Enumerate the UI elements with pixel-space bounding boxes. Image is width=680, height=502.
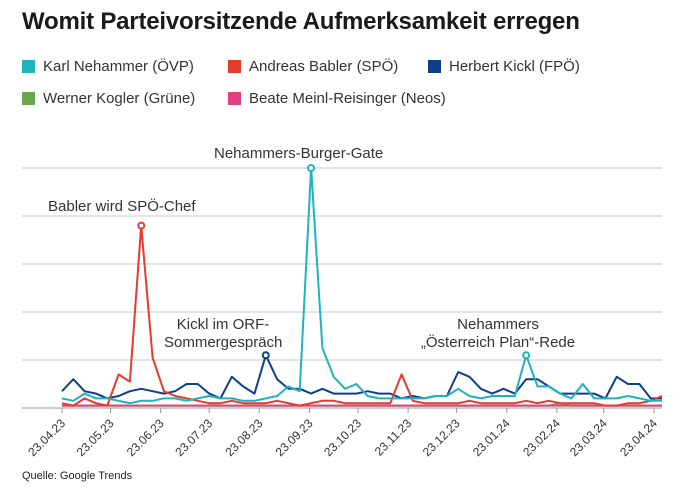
legend-item-kogler: Werner Kogler (Grüne) <box>22 90 195 107</box>
x-tick-label: 23.12.23 <box>420 416 463 459</box>
legend-swatch-nehammer <box>22 60 35 73</box>
legend-item-babler: Andreas Babler (SPÖ) <box>228 58 398 75</box>
annotation-kickl-line-2: Sommergespräch <box>164 334 283 351</box>
annotation-kickl-line-1: Kickl im ORF- <box>176 316 270 333</box>
annotation-babler-line-1: Babler wird SPÖ-Chef <box>48 198 196 215</box>
chart-title: Womit Parteivorsitzende Aufmerksamkeit e… <box>22 8 580 35</box>
annotation-babler-spoe-chef: Babler wird SPÖ-Chef <box>48 198 196 216</box>
legend-label-babler: Andreas Babler (SPÖ) <box>249 58 399 75</box>
legend-label-kickl: Herbert Kickl (FPÖ) <box>449 58 580 75</box>
legend-label-kogler: Werner Kogler (Grüne) <box>43 90 196 107</box>
annotation-marker-0 <box>137 221 146 230</box>
legend-label-nehammer: Karl Nehammer (ÖVP) <box>43 58 194 75</box>
x-tick-label: 23.09.23 <box>273 416 316 459</box>
x-tick-label: 23.11.23 <box>372 416 415 459</box>
annotation-plan-line-2: „Österreich Plan“-Rede <box>420 334 576 351</box>
legend-swatch-meinl-reisinger <box>228 92 241 105</box>
x-tick-label: 23.06.23 <box>124 416 167 459</box>
series-line-2 <box>61 354 662 400</box>
legend-swatch-kickl <box>428 60 441 73</box>
legend-label-meinl-reisinger: Beate Meinl-Reisinger (Neos) <box>249 90 446 107</box>
x-tick-label: 23.10.23 <box>321 416 364 459</box>
legend-item-kickl: Herbert Kickl (FPÖ) <box>428 58 580 75</box>
annotation-marker-2 <box>261 351 270 360</box>
x-tick-label: 23.03.24 <box>567 416 610 459</box>
annotation-plan-line-1: Nehammers <box>457 316 539 333</box>
source-note: Quelle: Google Trends <box>22 470 133 482</box>
legend-item-nehammer: Karl Nehammer (ÖVP) <box>22 58 194 75</box>
annotation-burger-gate-line-1: Nehammers-Burger-Gate <box>214 145 384 162</box>
annotation-kickl-orf: Kickl im ORF- Sommergespräch <box>164 316 282 352</box>
x-tick-label: 23.01.24 <box>470 416 513 459</box>
legend-swatch-kogler <box>22 92 35 105</box>
legend-swatch-babler <box>228 60 241 73</box>
series-line-1 <box>61 224 663 407</box>
x-tick-label: 23.04.23 <box>25 416 68 459</box>
x-tick-label: 23.07.23 <box>172 416 215 459</box>
x-tick-label: 23.02.24 <box>520 416 563 459</box>
annotation-burger-gate: Nehammers-Burger-Gate <box>214 145 383 163</box>
legend-item-meinl-reisinger: Beate Meinl-Reisinger (Neos) <box>228 90 446 107</box>
series-line-0 <box>61 167 662 405</box>
annotation-oesterreich-plan: Nehammers „Österreich Plan“-Rede <box>412 316 584 352</box>
x-tick-label: 23.04.24 <box>617 416 660 459</box>
annotation-marker-3 <box>522 351 531 360</box>
annotation-marker-1 <box>307 164 316 172</box>
x-tick-label: 23.05.23 <box>74 416 117 459</box>
x-tick-label: 23.08.23 <box>222 416 265 459</box>
